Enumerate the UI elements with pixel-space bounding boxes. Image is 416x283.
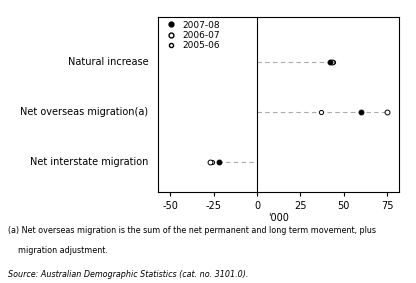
Point — [207, 160, 213, 165]
Point — [384, 110, 391, 115]
Text: Net overseas migration(a): Net overseas migration(a) — [20, 107, 149, 117]
Point — [327, 60, 333, 64]
Point — [318, 110, 324, 115]
Point — [358, 110, 364, 115]
Point — [208, 160, 215, 165]
Legend: 2007-08, 2006-07, 2005-06: 2007-08, 2006-07, 2005-06 — [160, 19, 222, 52]
Text: migration adjustment.: migration adjustment. — [8, 246, 108, 255]
Text: Natural increase: Natural increase — [68, 57, 149, 67]
Point — [215, 160, 222, 165]
Point — [328, 60, 335, 64]
X-axis label: '000: '000 — [268, 213, 289, 223]
Text: (a) Net overseas migration is the sum of the net permanent and long term movemen: (a) Net overseas migration is the sum of… — [8, 226, 376, 235]
Text: Source: Australian Demographic Statistics (cat. no. 3101.0).: Source: Australian Demographic Statistic… — [8, 270, 249, 279]
Text: Net interstate migration: Net interstate migration — [30, 157, 149, 167]
Point — [329, 60, 336, 64]
